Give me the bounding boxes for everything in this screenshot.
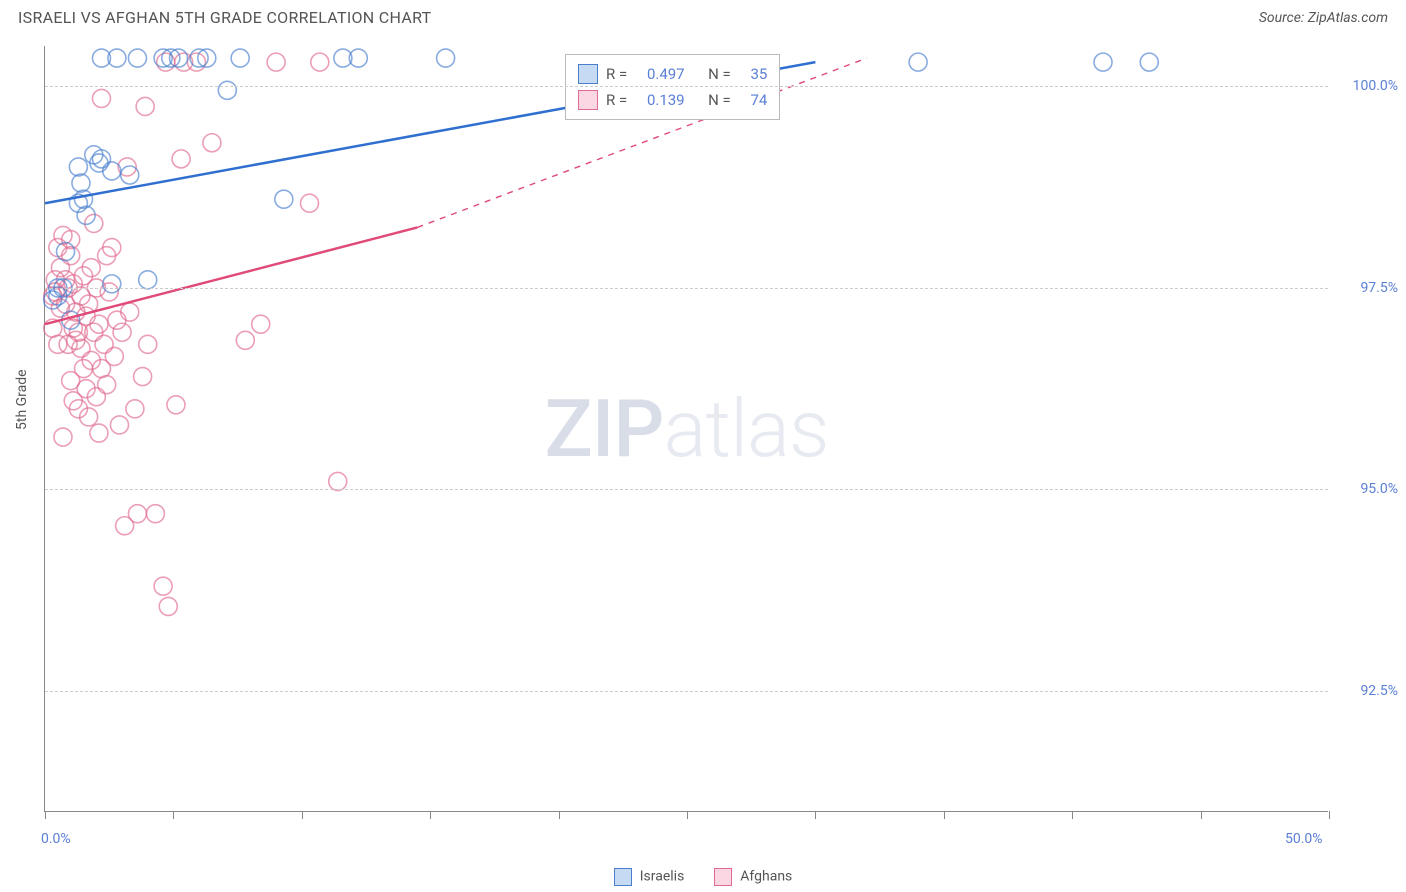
x-tick: [687, 811, 688, 819]
scatter-point: [252, 315, 270, 333]
x-tick: [815, 811, 816, 819]
x-tick: [1072, 811, 1073, 819]
chart-title: ISRAELI VS AFGHAN 5TH GRADE CORRELATION …: [18, 8, 431, 27]
x-tick: [1201, 811, 1202, 819]
scatter-point: [1140, 53, 1158, 71]
x-tick-label: 0.0%: [41, 831, 71, 847]
scatter-point: [136, 97, 154, 115]
scatter-point: [49, 335, 67, 353]
x-tick-label: 50.0%: [1285, 831, 1323, 847]
x-tick: [944, 811, 945, 819]
scatter-point: [134, 368, 152, 386]
scatter-point: [1094, 53, 1112, 71]
scatter-point: [139, 335, 157, 353]
x-tick: [173, 811, 174, 819]
scatter-point: [72, 174, 90, 192]
scatter-point: [92, 89, 110, 107]
scatter-point: [275, 190, 293, 208]
scatter-point: [267, 53, 285, 71]
gridline-h: [45, 691, 1328, 692]
scatter-point: [126, 400, 144, 418]
scatter-point: [437, 49, 455, 67]
legend-swatch-israelis: [614, 868, 632, 886]
scatter-point: [75, 360, 93, 378]
scatter-point: [301, 194, 319, 212]
scatter-point: [139, 271, 157, 289]
legend-item-afghans: Afghans: [714, 868, 792, 886]
stats-swatch-israelis: [578, 64, 598, 84]
scatter-point: [128, 505, 146, 523]
scatter-point: [167, 396, 185, 414]
scatter-point: [98, 376, 116, 394]
gridline-h: [45, 489, 1328, 490]
x-tick: [45, 811, 46, 819]
scatter-point: [90, 424, 108, 442]
scatter-point: [172, 150, 190, 168]
scatter-point: [128, 49, 146, 67]
scatter-point: [105, 347, 123, 365]
legend-swatch-afghans: [714, 868, 732, 886]
chart-plot-area: ZIPatlas R = 0.497 N = 35 R = 0.139 N = …: [44, 46, 1328, 812]
y-tick-label: 100.0%: [1338, 78, 1398, 94]
regression-line: [45, 227, 417, 324]
scatter-point: [909, 53, 927, 71]
x-tick: [1329, 811, 1330, 819]
y-tick-label: 97.5%: [1338, 280, 1398, 296]
scatter-point: [62, 247, 80, 265]
scatter-point: [154, 577, 172, 595]
stats-swatch-afghans: [578, 90, 598, 110]
gridline-h: [45, 288, 1328, 289]
gridline-h: [45, 86, 1328, 87]
y-tick-label: 92.5%: [1338, 683, 1398, 699]
scatter-point: [311, 53, 329, 71]
scatter-point: [329, 472, 347, 490]
scatter-point: [113, 323, 131, 341]
scatter-point: [198, 49, 216, 67]
source-label: Source: ZipAtlas.com: [1259, 10, 1388, 26]
x-tick: [430, 811, 431, 819]
scatter-point: [54, 428, 72, 446]
y-tick-label: 95.0%: [1338, 481, 1398, 497]
scatter-point: [75, 190, 93, 208]
x-tick: [302, 811, 303, 819]
scatter-point: [159, 597, 177, 615]
scatter-point: [82, 259, 100, 277]
scatter-point: [236, 331, 254, 349]
scatter-point: [51, 259, 69, 277]
scatter-point: [231, 49, 249, 67]
scatter-point: [121, 303, 139, 321]
scatter-point: [103, 162, 121, 180]
scatter-point: [146, 505, 164, 523]
scatter-point: [218, 81, 236, 99]
bottom-legend: Israelis Afghans: [0, 868, 1406, 886]
scatter-point: [162, 49, 180, 67]
x-tick: [559, 811, 560, 819]
scatter-point: [95, 335, 113, 353]
scatter-point: [108, 311, 126, 329]
scatter-point: [85, 214, 103, 232]
scatter-svg: [45, 46, 1329, 812]
legend-item-israelis: Israelis: [614, 868, 685, 886]
scatter-point: [69, 158, 87, 176]
scatter-point: [110, 416, 128, 434]
scatter-point: [203, 134, 221, 152]
y-axis-label: 5th Grade: [14, 369, 30, 430]
